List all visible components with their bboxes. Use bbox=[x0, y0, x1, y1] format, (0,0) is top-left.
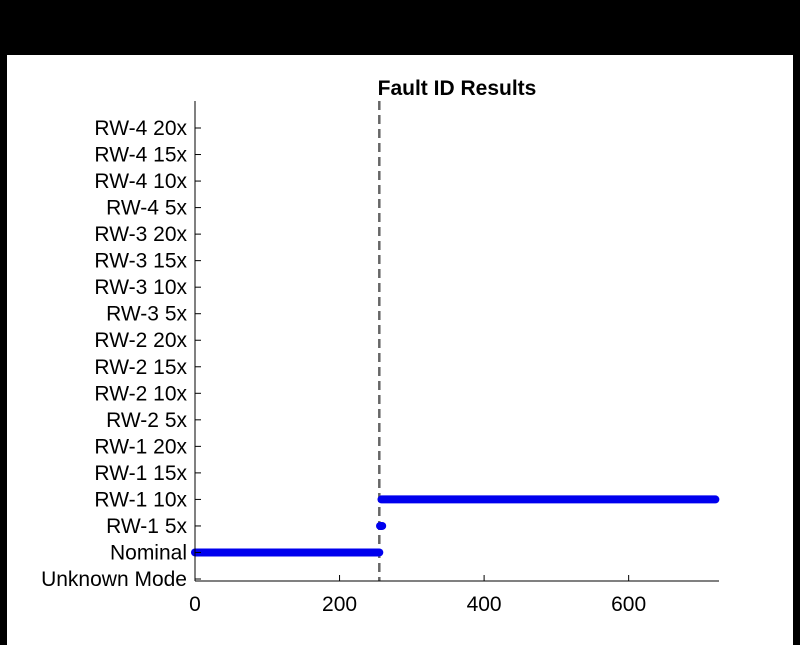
fault-id-chart: Fault ID Results Unknown Mode Nominal RW-1… bbox=[41, 77, 720, 616]
x-tick-label: 0 bbox=[189, 593, 201, 616]
y-tick-label: RW-2 10x bbox=[94, 382, 187, 405]
y-tick-label: RW-3 10x bbox=[94, 276, 187, 299]
y-tick-label: RW-1 15x bbox=[94, 462, 187, 485]
y-tick-label: RW-4 15x bbox=[94, 144, 187, 167]
y-tick-label: RW-2 15x bbox=[94, 356, 187, 379]
y-tick-label: RW-4 5x bbox=[106, 197, 187, 220]
y-tick-label: RW-1 10x bbox=[94, 488, 187, 511]
x-tick-label: 400 bbox=[467, 593, 502, 616]
chart-title: Fault ID Results bbox=[378, 77, 537, 100]
y-tick-label: Nominal bbox=[110, 541, 187, 564]
y-tick-label: RW-3 15x bbox=[94, 250, 187, 273]
figure-panel: Fault ID Results Unknown Mode Nominal RW-1… bbox=[7, 55, 793, 645]
y-tick-label: RW-2 20x bbox=[94, 329, 187, 352]
x-tick-label: 600 bbox=[611, 593, 646, 616]
y-tick-label: Unknown Mode bbox=[41, 568, 187, 591]
y-tick-label: RW-2 5x bbox=[106, 409, 187, 432]
y-tick-label: RW-1 20x bbox=[94, 435, 187, 458]
y-tick-label: RW-1 5x bbox=[106, 515, 187, 538]
y-tick-label: RW-3 5x bbox=[106, 303, 187, 326]
y-tick-label: RW-4 20x bbox=[94, 117, 187, 140]
y-tick-label: RW-3 20x bbox=[94, 223, 187, 246]
x-tick-label: 200 bbox=[322, 593, 357, 616]
y-tick-label: RW-4 10x bbox=[94, 170, 187, 193]
